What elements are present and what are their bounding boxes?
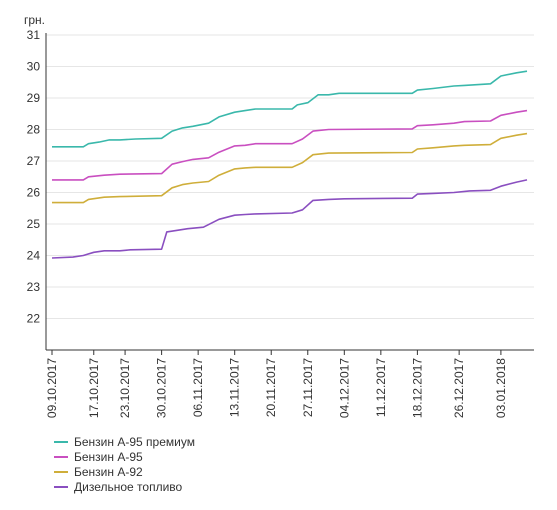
x-tick-label: 20.11.2017 bbox=[264, 358, 278, 417]
y-tick-label: 28 bbox=[27, 123, 41, 137]
y-tick-label: 22 bbox=[27, 312, 41, 326]
legend-label: Бензин А-92 bbox=[74, 465, 143, 479]
legend-label: Бензин А-95 премиум bbox=[74, 435, 195, 449]
x-tick-label: 03.01.2018 bbox=[494, 358, 508, 418]
gridlines bbox=[45, 33, 534, 351]
legend-label: Дизельное топливо bbox=[74, 480, 183, 494]
x-tick-label: 30.10.2017 bbox=[155, 358, 169, 418]
series-line bbox=[52, 109, 528, 181]
series-line bbox=[52, 132, 528, 204]
legend-item[interactable]: Бензин А-92 bbox=[54, 465, 143, 479]
x-tick-label: 04.12.2017 bbox=[337, 358, 351, 418]
x-tick-label: 13.11.2017 bbox=[228, 358, 242, 417]
y-axis-ticks: 22 23 24 25 26 27 28 29 30 31 bbox=[27, 28, 41, 326]
y-tick-label: 24 bbox=[27, 249, 41, 263]
x-axis-ticks: 09.10.2017 17.10.2017 23.10.2017 30.10.2017… bbox=[45, 350, 508, 418]
x-tick-label: 17.10.2017 bbox=[87, 358, 101, 418]
y-tick-label: 25 bbox=[27, 217, 41, 231]
x-tick-label: 18.12.2017 bbox=[410, 358, 424, 418]
y-axis-label: грн. bbox=[24, 13, 45, 27]
x-tick-label: 27.11.2017 bbox=[301, 358, 315, 417]
y-tick-label: 29 bbox=[27, 91, 41, 105]
x-tick-label: 11.12.2017 bbox=[374, 358, 388, 417]
y-tick-label: 26 bbox=[27, 186, 41, 200]
x-tick-label: 26.12.2017 bbox=[452, 358, 466, 418]
series-line bbox=[51, 179, 528, 259]
x-tick-label: 06.11.2017 bbox=[191, 358, 205, 417]
legend-item[interactable]: Дизельное топливо bbox=[54, 480, 183, 494]
x-tick-label: 23.10.2017 bbox=[118, 358, 132, 418]
legend-item[interactable]: Бензин А-95 премиум bbox=[54, 435, 195, 449]
y-tick-label: 27 bbox=[27, 154, 41, 168]
x-tick-label: 09.10.2017 bbox=[45, 358, 59, 418]
series-line bbox=[52, 70, 528, 148]
legend-item[interactable]: Бензин А-95 bbox=[54, 450, 143, 464]
legend-label: Бензин А-95 bbox=[74, 450, 143, 464]
y-tick-label: 31 bbox=[27, 28, 41, 42]
series-lines bbox=[51, 70, 528, 259]
y-tick-label: 30 bbox=[27, 60, 41, 74]
y-tick-label: 23 bbox=[27, 280, 41, 294]
